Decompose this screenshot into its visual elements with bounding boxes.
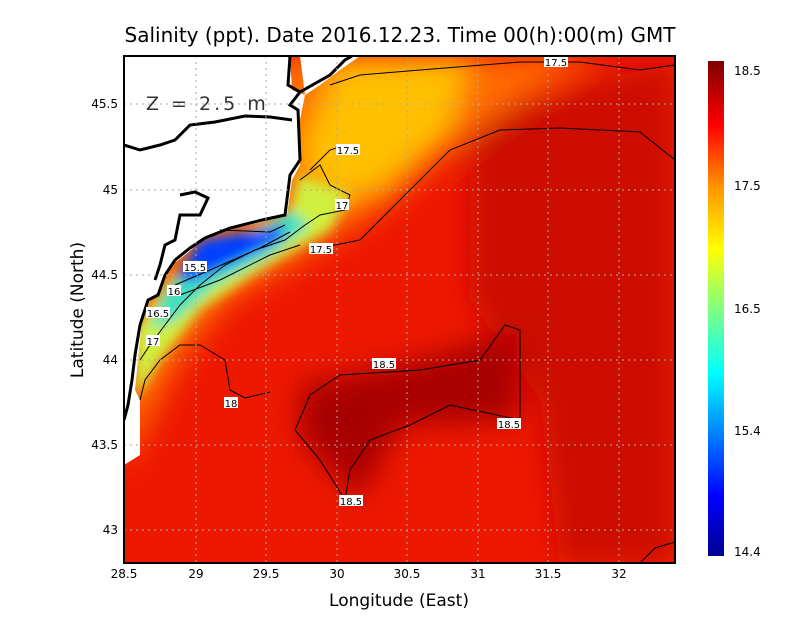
contour-labels: 17.5 17.5 17 17.5 15.5 16 16.5 17 18 18.… (146, 56, 568, 508)
x-tick-label: 29 (188, 567, 203, 581)
x-tick-label: 30.5 (394, 567, 421, 581)
colorbar (708, 61, 724, 556)
plot-frame (123, 55, 676, 564)
contour-label: 17 (336, 201, 349, 212)
colorbar-label: 15.4 (734, 424, 761, 438)
y-tick-label: 45 (103, 183, 118, 197)
y-tick-label: 43 (103, 523, 118, 537)
y-tick-label: 44 (103, 353, 118, 367)
grid-lines (124, 56, 675, 563)
colorbar-label: 14.4 (734, 545, 761, 559)
contour-label: 17.5 (310, 245, 332, 256)
contour-label: 17.5 (545, 58, 567, 69)
x-axis-label: Longitude (East) (329, 591, 469, 611)
y-tick-label: 44.5 (91, 268, 118, 282)
contour-label: 18.5 (498, 420, 520, 431)
figure-title: Salinity (ppt). Date 2016.12.23. Time 00… (125, 23, 677, 47)
contour-label: 15.5 (184, 263, 206, 274)
contour-label: 16.5 (147, 309, 169, 320)
x-tick-label: 30 (329, 567, 344, 581)
contour-label: 17 (147, 337, 160, 348)
y-tick-label: 45.5 (91, 97, 118, 111)
land-area (124, 56, 305, 465)
salinity-field (124, 56, 675, 563)
colorbar-label: 18.5 (734, 64, 761, 78)
x-axis-ticks: 28.5 29 29.5 30 30.5 31 31.5 32 (111, 567, 627, 581)
y-axis-ticks: 45.5 45 44.5 44 43.5 43 (91, 97, 118, 537)
x-tick-label: 31 (470, 567, 485, 581)
depth-label: Z = 2.5 m (146, 93, 269, 115)
contour-label: 18 (225, 399, 238, 410)
x-tick-label: 32 (611, 567, 626, 581)
contour-label: 17.5 (337, 146, 359, 157)
y-axis-label: Latitude (North) (68, 242, 88, 378)
contour-label: 16 (168, 287, 181, 298)
contour-label: 18.5 (340, 497, 362, 508)
y-tick-label: 43.5 (91, 438, 118, 452)
colorbar-label: 16.5 (734, 302, 761, 316)
x-tick-label: 31.5 (535, 567, 562, 581)
coastline (124, 56, 353, 421)
colorbar-label: 17.5 (734, 179, 761, 193)
contour-label: 18.5 (373, 360, 395, 371)
colorbar-labels: 18.5 17.5 16.5 15.4 14.4 (734, 64, 761, 559)
x-tick-label: 29.5 (253, 567, 280, 581)
x-tick-label: 28.5 (111, 567, 138, 581)
